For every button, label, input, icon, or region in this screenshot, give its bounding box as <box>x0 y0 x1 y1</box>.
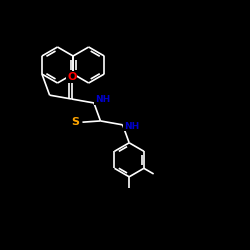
Text: S: S <box>72 117 80 127</box>
Text: NH: NH <box>124 122 139 130</box>
Text: NH: NH <box>95 96 110 104</box>
Text: O: O <box>67 72 76 82</box>
